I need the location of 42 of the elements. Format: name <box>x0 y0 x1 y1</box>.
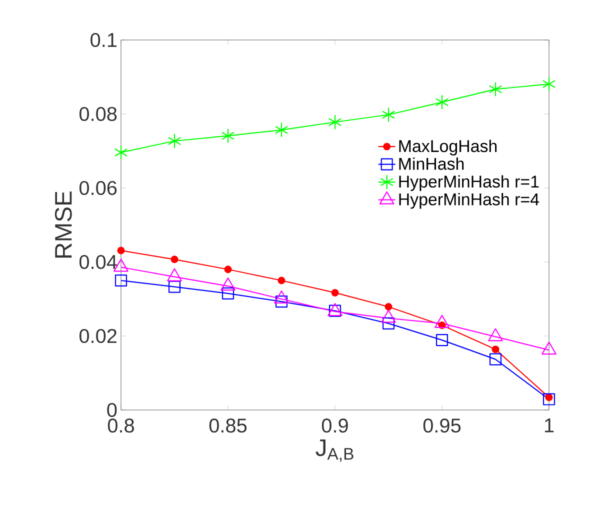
y-tick-label: 0.02 <box>79 328 116 344</box>
legend-label: MaxLogHash <box>399 140 497 156</box>
point <box>382 107 396 122</box>
point <box>222 287 234 300</box>
legend-label: MinHash <box>399 157 464 170</box>
legend-label: HyperMinHash r=1 <box>399 175 539 191</box>
x-tick-label: 0.9 <box>322 418 348 433</box>
point <box>545 394 553 402</box>
point <box>542 76 556 92</box>
x-tick-label: 0.85 <box>209 418 247 433</box>
point <box>168 280 181 293</box>
point <box>114 144 128 160</box>
y-tick-label: 0.06 <box>79 180 117 196</box>
legend-label: HyperMinHash r=4 <box>399 192 540 209</box>
point <box>278 276 286 284</box>
point <box>382 317 395 330</box>
point <box>331 288 339 296</box>
point <box>114 274 128 287</box>
point <box>542 393 556 406</box>
point <box>170 256 178 264</box>
x-tick-label: 0.95 <box>423 418 461 433</box>
point <box>328 114 342 130</box>
y-tick-label: 0.08 <box>79 106 117 122</box>
y-tick-label: 0 <box>107 402 117 418</box>
point <box>221 128 235 144</box>
point <box>117 246 125 254</box>
point <box>274 122 288 138</box>
point <box>489 353 502 366</box>
point <box>275 296 288 308</box>
point <box>168 133 182 149</box>
point <box>384 303 392 311</box>
x-axis-title: J$_{A,B}$ <box>316 439 354 462</box>
x-tick-label: 1 <box>544 418 554 432</box>
y-axis-title: RMSE <box>54 191 72 258</box>
point <box>436 334 448 346</box>
y-tick-label: 0.1 <box>90 32 117 48</box>
x-tick-label: 0.8 <box>108 418 134 433</box>
point <box>224 266 232 274</box>
y-tick-label: 0.04 <box>79 254 117 270</box>
point <box>488 82 502 97</box>
point <box>492 346 500 354</box>
point <box>435 94 449 110</box>
